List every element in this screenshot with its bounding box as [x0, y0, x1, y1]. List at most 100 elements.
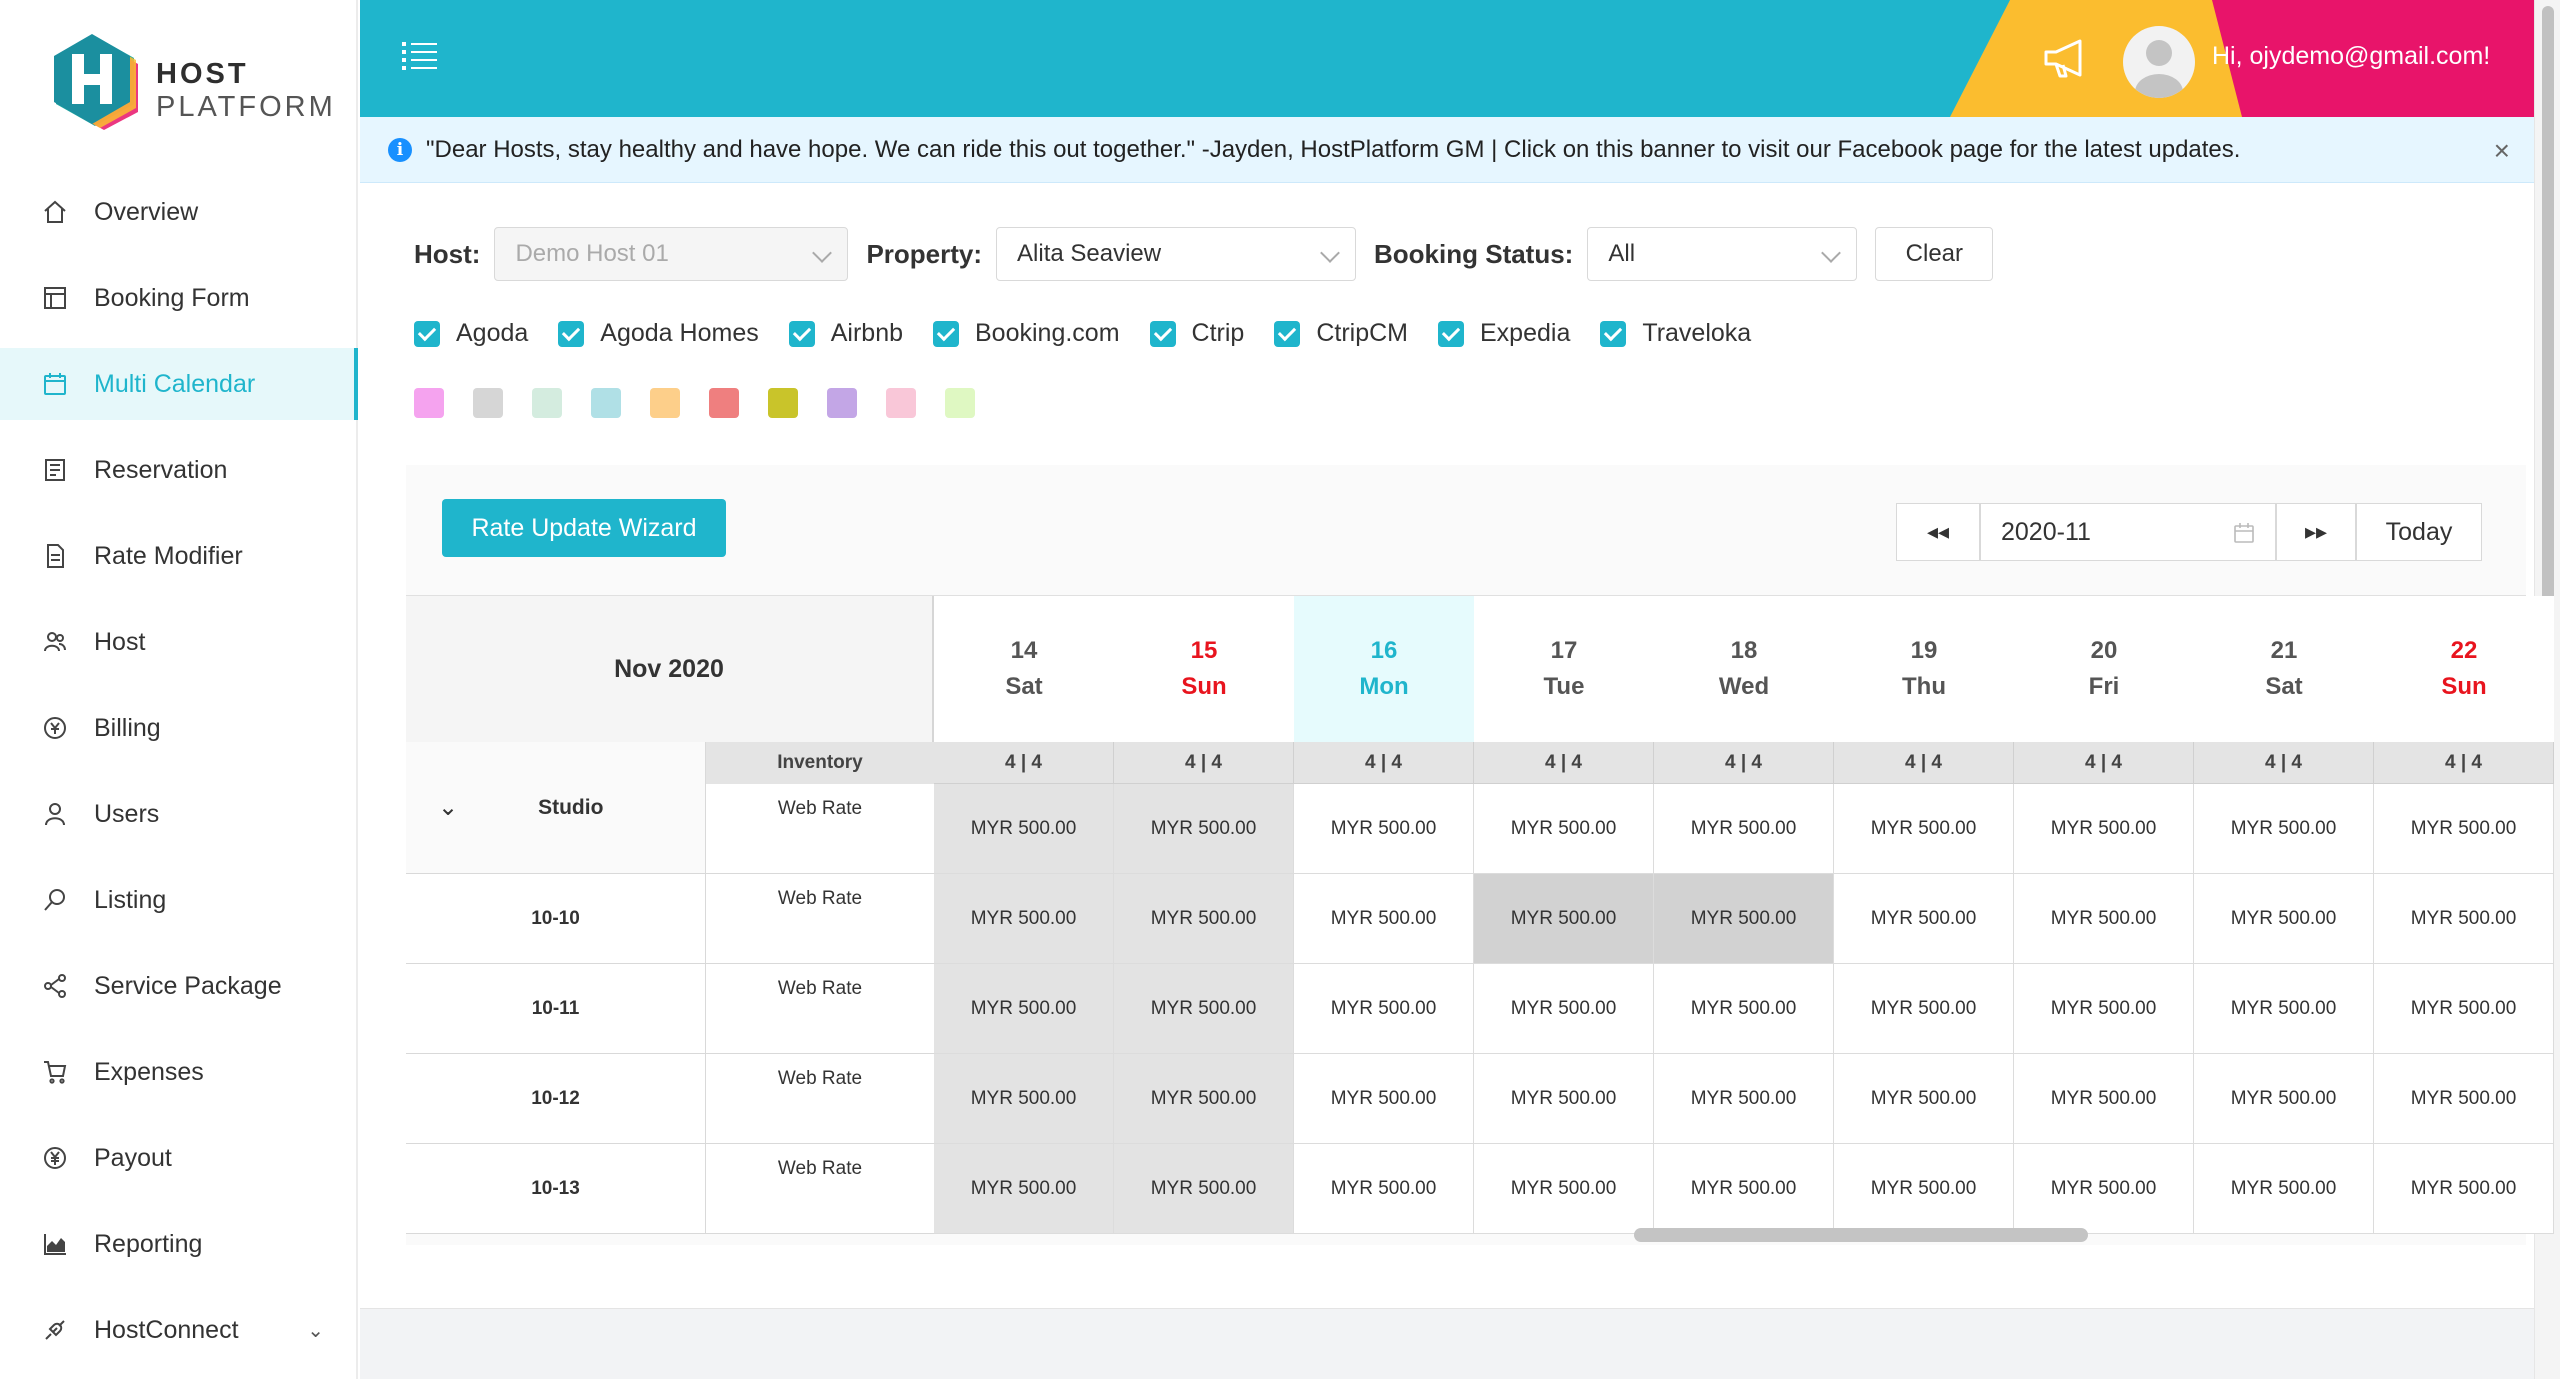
rate-cell[interactable]: MYR 500.00: [2194, 964, 2374, 1054]
calendar-horizontal-scrollbar[interactable]: [934, 1224, 2526, 1244]
inventory-cell[interactable]: 4 | 4: [1834, 742, 2014, 784]
rate-update-wizard-button[interactable]: Rate Update Wizard: [442, 499, 726, 557]
legend-swatch[interactable]: [473, 388, 503, 418]
rate-cell[interactable]: MYR 500.00: [1114, 964, 1294, 1054]
rate-cell[interactable]: MYR 500.00: [2194, 874, 2374, 964]
channel-checkbox-agoda-homes[interactable]: Agoda Homes: [558, 319, 759, 348]
host-platform-logo[interactable]: HOST PLATFORM: [52, 32, 333, 132]
rate-cell[interactable]: MYR 500.00: [1654, 874, 1834, 964]
rate-cell[interactable]: MYR 500.00: [2014, 874, 2194, 964]
checkbox-checked-icon[interactable]: [1600, 320, 1627, 347]
rate-cell[interactable]: MYR 500.00: [2194, 784, 2374, 874]
channel-checkbox-booking-com[interactable]: Booking.com: [933, 319, 1120, 348]
rate-cell[interactable]: MYR 500.00: [1294, 964, 1474, 1054]
rate-cell[interactable]: MYR 500.00: [2374, 1054, 2554, 1144]
today-button[interactable]: Today: [2356, 503, 2482, 561]
prev-month-button[interactable]: ◂◂: [1896, 503, 1980, 561]
sidebar-item-rate-modifier[interactable]: Rate Modifier: [0, 520, 358, 592]
rate-cell[interactable]: MYR 500.00: [934, 874, 1114, 964]
checkbox-checked-icon[interactable]: [1274, 320, 1301, 347]
channel-checkbox-agoda[interactable]: Agoda: [414, 319, 528, 348]
rate-cell[interactable]: MYR 500.00: [934, 1144, 1114, 1234]
inventory-cell[interactable]: 4 | 4: [1294, 742, 1474, 784]
rate-cell[interactable]: MYR 500.00: [934, 1054, 1114, 1144]
inventory-cell[interactable]: 4 | 4: [2374, 742, 2554, 784]
rate-cell[interactable]: MYR 500.00: [1294, 874, 1474, 964]
checkbox-checked-icon[interactable]: [1438, 320, 1464, 347]
checkbox-checked-icon[interactable]: [788, 320, 815, 347]
rate-cell[interactable]: MYR 500.00: [934, 964, 1114, 1054]
rate-cell[interactable]: MYR 500.00: [2374, 874, 2554, 964]
rate-cell[interactable]: MYR 500.00: [1654, 1144, 1834, 1234]
rate-cell[interactable]: MYR 500.00: [1834, 1144, 2014, 1234]
user-greeting[interactable]: Hi, ojydemo@gmail.com!: [2212, 42, 2491, 70]
rate-cell[interactable]: MYR 500.00: [2374, 784, 2554, 874]
rate-cell[interactable]: MYR 500.00: [1474, 1054, 1654, 1144]
legend-swatch[interactable]: [886, 388, 916, 418]
sidebar-item-booking-form[interactable]: Booking Form: [0, 262, 358, 334]
legend-swatch[interactable]: [945, 388, 975, 418]
next-month-button[interactable]: ▸▸: [2276, 503, 2356, 561]
rate-cell[interactable]: MYR 500.00: [2014, 784, 2194, 874]
inventory-cell[interactable]: 4 | 4: [934, 742, 1114, 784]
checkbox-checked-icon[interactable]: [414, 320, 440, 347]
user-avatar[interactable]: [2123, 26, 2195, 98]
sidebar-item-payout[interactable]: Payout: [0, 1122, 358, 1194]
inventory-cell[interactable]: 4 | 4: [2014, 742, 2194, 784]
channel-checkbox-traveloka[interactable]: Traveloka: [1600, 319, 1751, 348]
rate-cell[interactable]: MYR 500.00: [2374, 1144, 2554, 1234]
legend-swatch[interactable]: [650, 388, 680, 418]
legend-swatch[interactable]: [768, 388, 798, 418]
rate-cell[interactable]: MYR 500.00: [1114, 784, 1294, 874]
sidebar-item-overview[interactable]: Overview: [0, 176, 358, 248]
rate-cell[interactable]: MYR 500.00: [2014, 964, 2194, 1054]
rate-cell[interactable]: MYR 500.00: [1474, 964, 1654, 1054]
sidebar-item-users[interactable]: Users: [0, 778, 358, 850]
rate-cell[interactable]: MYR 500.00: [1114, 874, 1294, 964]
sidebar-item-hostconnect[interactable]: HostConnect ⌄: [0, 1294, 358, 1366]
chevron-down-icon[interactable]: ⌄: [438, 794, 459, 821]
inventory-cell[interactable]: 4 | 4: [1474, 742, 1654, 784]
sidebar-item-service-package[interactable]: Service Package: [0, 950, 358, 1022]
sidebar-item-reservation[interactable]: Reservation: [0, 434, 358, 506]
clear-button[interactable]: Clear: [1875, 227, 1994, 281]
channel-checkbox-ctripcm[interactable]: CtripCM: [1274, 319, 1408, 348]
legend-swatch[interactable]: [414, 388, 444, 418]
sidebar-item-host[interactable]: Host: [0, 606, 358, 678]
rate-cell[interactable]: MYR 500.00: [1654, 784, 1834, 874]
megaphone-icon[interactable]: [2042, 36, 2088, 80]
rate-cell[interactable]: MYR 500.00: [1834, 964, 2014, 1054]
inventory-cell[interactable]: 4 | 4: [1114, 742, 1294, 784]
channel-checkbox-expedia[interactable]: Expedia: [1438, 319, 1570, 348]
calendar-scrollbar-thumb[interactable]: [1634, 1228, 2088, 1242]
sidebar-item-billing[interactable]: Billing: [0, 692, 358, 764]
property-select[interactable]: Alita Seaview: [996, 227, 1357, 281]
rate-cell[interactable]: MYR 500.00: [1474, 1144, 1654, 1234]
rate-cell[interactable]: MYR 500.00: [1834, 1054, 2014, 1144]
inventory-cell[interactable]: 4 | 4: [2194, 742, 2374, 784]
rate-cell[interactable]: MYR 500.00: [934, 784, 1114, 874]
announcement-banner[interactable]: i "Dear Hosts, stay healthy and have hop…: [360, 117, 2534, 183]
rate-cell[interactable]: MYR 500.00: [2374, 964, 2554, 1054]
rate-cell[interactable]: MYR 500.00: [1834, 784, 2014, 874]
checkbox-checked-icon[interactable]: [558, 320, 585, 347]
legend-swatch[interactable]: [591, 388, 621, 418]
sidebar-item-expenses[interactable]: Expenses: [0, 1036, 358, 1108]
channel-checkbox-ctrip[interactable]: Ctrip: [1149, 319, 1244, 348]
rate-cell[interactable]: MYR 500.00: [1474, 784, 1654, 874]
rate-cell[interactable]: MYR 500.00: [2014, 1054, 2194, 1144]
month-picker[interactable]: 2020-11: [1980, 503, 2276, 561]
rate-cell[interactable]: MYR 500.00: [1114, 1144, 1294, 1234]
rate-cell[interactable]: MYR 500.00: [1294, 784, 1474, 874]
banner-close-icon[interactable]: ×: [2493, 135, 2510, 166]
legend-swatch[interactable]: [532, 388, 562, 418]
rate-cell[interactable]: MYR 500.00: [1654, 1054, 1834, 1144]
sidebar-item-listing[interactable]: Listing: [0, 864, 358, 936]
rate-cell[interactable]: MYR 500.00: [2014, 1144, 2194, 1234]
checkbox-checked-icon[interactable]: [1149, 320, 1176, 347]
rate-cell[interactable]: MYR 500.00: [1834, 874, 2014, 964]
menu-toggle-icon[interactable]: [400, 36, 440, 76]
checkbox-checked-icon[interactable]: [933, 320, 959, 347]
rate-cell[interactable]: MYR 500.00: [1294, 1144, 1474, 1234]
rate-cell[interactable]: MYR 500.00: [1474, 874, 1654, 964]
